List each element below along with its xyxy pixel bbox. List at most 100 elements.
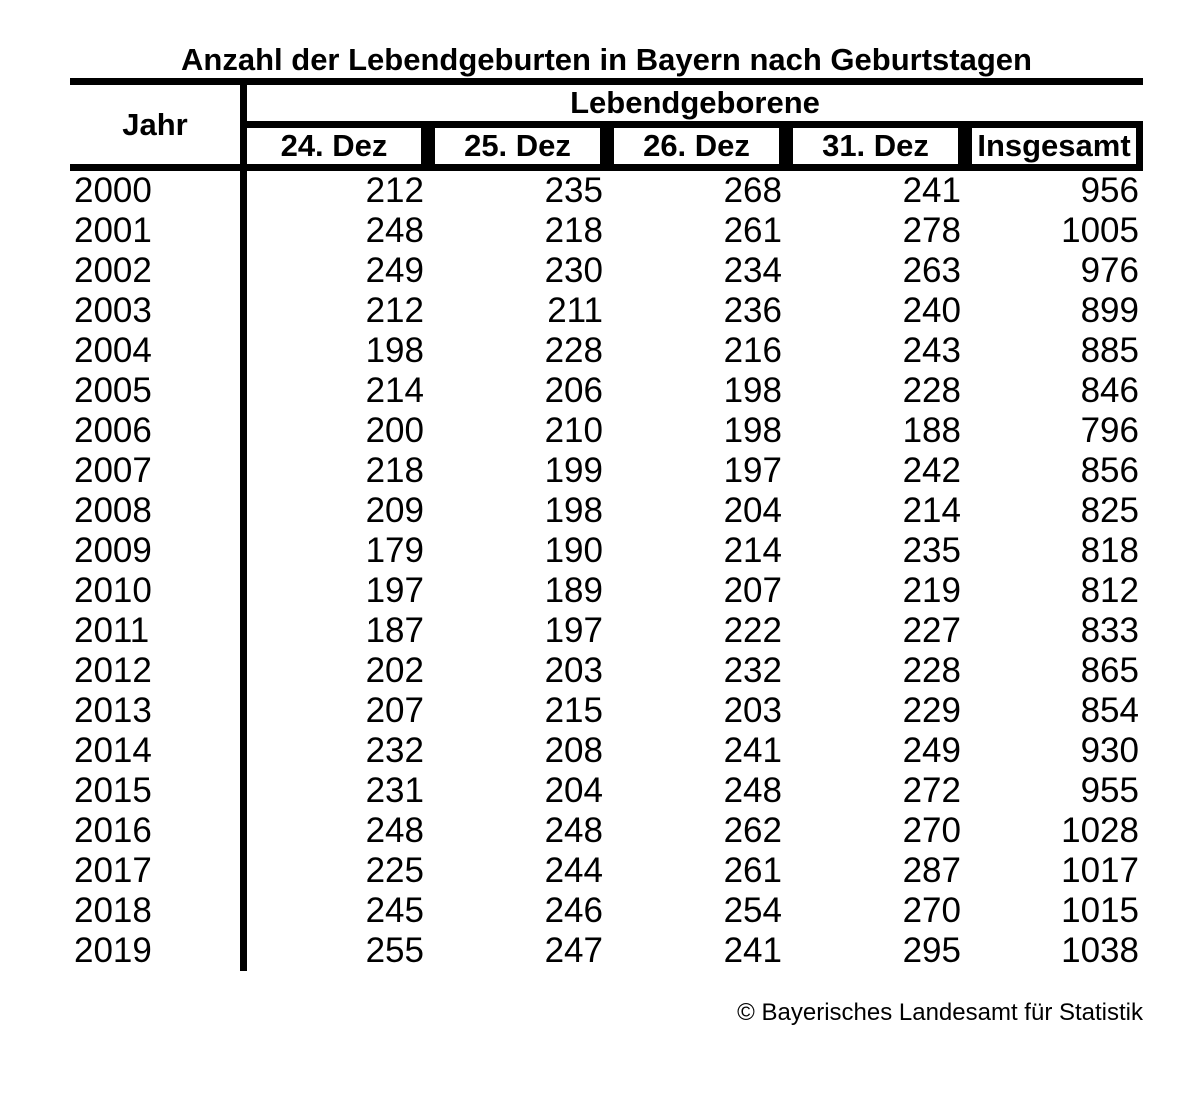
value-cell: 187 xyxy=(365,611,424,650)
year-cell: 2008 xyxy=(70,491,247,531)
value-cell: 210 xyxy=(544,411,603,450)
year-cell: 2016 xyxy=(70,811,247,851)
value-cell: 225 xyxy=(365,851,424,890)
value-cell: 1015 xyxy=(1061,891,1139,930)
value-cell: 204 xyxy=(723,491,782,530)
value-cell: 272 xyxy=(902,771,961,810)
value-cell: 930 xyxy=(1080,731,1139,770)
year-cell: 2011 xyxy=(70,611,247,651)
value-cell: 1028 xyxy=(1061,811,1139,850)
value-cell: 248 xyxy=(365,211,424,250)
year-cell: 2003 xyxy=(70,291,247,331)
value-cell: 245 xyxy=(365,891,424,930)
value-cell: 244 xyxy=(544,851,603,890)
value-cell: 200 xyxy=(365,411,424,450)
year-cell: 2014 xyxy=(70,731,247,771)
value-cell: 865 xyxy=(1080,651,1139,690)
table-row: 2002 249 230 234 263 976 xyxy=(70,251,1143,291)
table-row: 2018 245 246 254 270 1015 xyxy=(70,891,1143,931)
value-cell: 248 xyxy=(544,811,603,850)
value-cell: 214 xyxy=(902,491,961,530)
value-cell: 261 xyxy=(723,851,782,890)
table-row: 2016 248 248 262 270 1028 xyxy=(70,811,1143,851)
year-cell: 2005 xyxy=(70,371,247,411)
value-cell: 270 xyxy=(902,891,961,930)
value-cell: 227 xyxy=(902,611,961,650)
value-cell: 846 xyxy=(1080,371,1139,410)
value-cell: 218 xyxy=(544,211,603,250)
value-cell: 214 xyxy=(365,371,424,410)
table-row: 2004 198 228 216 243 885 xyxy=(70,331,1143,371)
value-cell: 235 xyxy=(544,171,603,210)
value-cell: 212 xyxy=(365,291,424,330)
table-row: 2011 187 197 222 227 833 xyxy=(70,611,1143,651)
value-cell: 204 xyxy=(544,771,603,810)
table-row: 2017 225 244 261 287 1017 xyxy=(70,851,1143,891)
value-cell: 255 xyxy=(365,931,424,970)
value-cell: 197 xyxy=(365,571,424,610)
group-header-lebendgeborene: Lebendgeborene xyxy=(247,78,1143,128)
year-cell: 2001 xyxy=(70,211,247,251)
value-cell: 955 xyxy=(1080,771,1139,810)
value-cell: 197 xyxy=(544,611,603,650)
value-cell: 212 xyxy=(365,171,424,210)
value-cell: 190 xyxy=(544,531,603,570)
table-body: 2000 212 235 268 241 956 2001 248 218 261 278 1005 2… xyxy=(70,171,1143,971)
value-cell: 796 xyxy=(1080,411,1139,450)
value-cell: 899 xyxy=(1080,291,1139,330)
value-cell: 197 xyxy=(723,451,782,490)
value-cell: 209 xyxy=(365,491,424,530)
year-cell: 2010 xyxy=(70,571,247,611)
value-cell: 214 xyxy=(723,531,782,570)
value-cell: 262 xyxy=(723,811,782,850)
year-cell: 2007 xyxy=(70,451,247,491)
year-cell: 2006 xyxy=(70,411,247,451)
value-cell: 956 xyxy=(1080,171,1139,210)
table-row: 2009 179 190 214 235 818 xyxy=(70,531,1143,571)
value-cell: 812 xyxy=(1080,571,1139,610)
year-cell: 2017 xyxy=(70,851,247,891)
column-header-24-dez: 24. Dez xyxy=(247,128,428,171)
table-row: 2014 232 208 241 249 930 xyxy=(70,731,1143,771)
value-cell: 249 xyxy=(902,731,961,770)
value-cell: 206 xyxy=(544,371,603,410)
table-row: 2006 200 210 198 188 796 xyxy=(70,411,1143,451)
value-cell: 287 xyxy=(902,851,961,890)
value-cell: 230 xyxy=(544,251,603,290)
table-row: 2013 207 215 203 229 854 xyxy=(70,691,1143,731)
table-row: 2019 255 247 241 295 1038 xyxy=(70,931,1143,971)
value-cell: 856 xyxy=(1080,451,1139,490)
value-cell: 248 xyxy=(365,811,424,850)
value-cell: 247 xyxy=(544,931,603,970)
value-cell: 208 xyxy=(544,731,603,770)
table-row: 2000 212 235 268 241 956 xyxy=(70,171,1143,211)
source-attribution: © Bayerisches Landesamt für Statistik xyxy=(737,999,1143,1026)
year-cell: 2012 xyxy=(70,651,247,691)
table-row: 2001 248 218 261 278 1005 xyxy=(70,211,1143,251)
value-cell: 241 xyxy=(902,171,961,210)
year-cell: 2015 xyxy=(70,771,247,811)
column-header-25-dez: 25. Dez xyxy=(428,128,607,171)
value-cell: 270 xyxy=(902,811,961,850)
value-cell: 278 xyxy=(902,211,961,250)
value-cell: 249 xyxy=(365,251,424,290)
value-cell: 228 xyxy=(902,651,961,690)
table-row: 2008 209 198 204 214 825 xyxy=(70,491,1143,531)
value-cell: 833 xyxy=(1080,611,1139,650)
year-cell: 2002 xyxy=(70,251,247,291)
value-cell: 243 xyxy=(902,331,961,370)
value-cell: 235 xyxy=(902,531,961,570)
table-header: Jahr Lebendgeborene 24. Dez 25. Dez 26. … xyxy=(70,78,1143,171)
value-cell: 242 xyxy=(902,451,961,490)
value-cell: 254 xyxy=(723,891,782,930)
column-header-insgesamt: Insgesamt xyxy=(965,128,1143,171)
table-row: 2010 197 189 207 219 812 xyxy=(70,571,1143,611)
table-row: 2003 212 211 236 240 899 xyxy=(70,291,1143,331)
page: Anzahl der Lebendgeburten in Bayern nach… xyxy=(70,42,1143,1027)
value-cell: 218 xyxy=(365,451,424,490)
value-cell: 216 xyxy=(723,331,782,370)
value-cell: 263 xyxy=(902,251,961,290)
value-cell: 179 xyxy=(365,531,424,570)
value-cell: 203 xyxy=(723,691,782,730)
value-cell: 236 xyxy=(723,291,782,330)
